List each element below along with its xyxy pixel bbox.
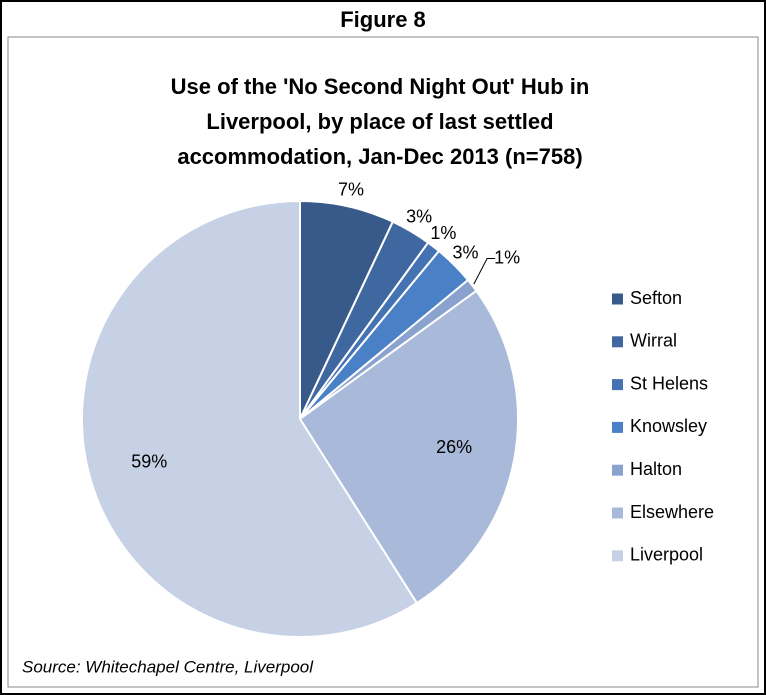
legend-swatch	[612, 336, 623, 348]
data-label: 1%	[430, 223, 456, 243]
legend-swatch	[612, 507, 623, 519]
data-label: 7%	[338, 179, 364, 199]
legend-label: Wirral	[630, 331, 677, 351]
pie-slice	[80, 199, 419, 638]
legend-label: Knowsley	[630, 416, 707, 436]
leader-line	[473, 258, 496, 285]
data-label: 1%	[494, 247, 520, 267]
legend-label: Liverpool	[630, 545, 703, 565]
figure-label: Figure 8	[340, 7, 426, 32]
legend-label: Sefton	[630, 288, 682, 308]
legend-swatch	[612, 421, 623, 433]
legend-swatch	[612, 550, 623, 562]
data-label: 3%	[406, 206, 432, 226]
chart-title: accommodation, Jan-Dec 2013 (n=758)	[177, 144, 582, 169]
pie-slice	[298, 289, 519, 605]
legend-swatch	[612, 379, 623, 391]
source-note: Source: Whitechapel Centre, Liverpool	[22, 657, 314, 676]
data-label: 26%	[436, 437, 472, 457]
chart-title: Liverpool, by place of last settled	[206, 109, 553, 134]
legend-swatch	[612, 293, 623, 305]
legend-swatch	[612, 464, 623, 476]
data-label: 3%	[452, 242, 478, 262]
legend-label: Elsewhere	[630, 502, 714, 522]
legend-label: Halton	[630, 459, 682, 479]
data-label: 59%	[131, 452, 167, 472]
chart-title: Use of the 'No Second Night Out' Hub in	[171, 74, 590, 99]
legend-label: St Helens	[630, 373, 708, 393]
